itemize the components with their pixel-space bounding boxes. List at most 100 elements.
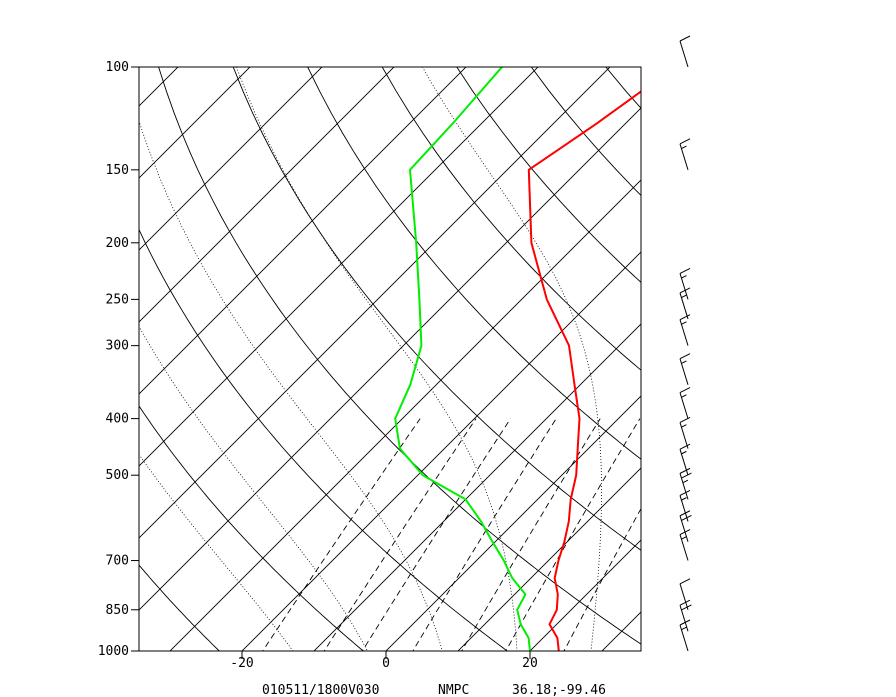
isotherm-line [313, 323, 641, 651]
wind-barb-half [681, 275, 687, 279]
wind-barb [679, 467, 692, 500]
wind-barb-full [679, 35, 691, 42]
wind-barb-full [679, 489, 691, 496]
wind-barb-half [681, 536, 687, 540]
pressure-tick-label: 500 [106, 468, 129, 483]
isotherm-line [139, 67, 611, 539]
wind-barb-half [681, 626, 687, 631]
dry-adiabat-line [605, 67, 641, 109]
wind-barb-full [679, 417, 691, 423]
isotherm-line [241, 251, 641, 651]
dry-adiabat-line [456, 67, 641, 283]
moist-adiabat-line [422, 67, 602, 651]
isotherm-line [169, 179, 641, 651]
isotherm-line [0, 54, 119, 663]
wind-barb [679, 443, 691, 476]
mixing-ratio-line [262, 418, 421, 651]
isotherm-line [385, 395, 641, 651]
isotherm-line [139, 67, 395, 323]
dry-adiabat-line [139, 405, 365, 651]
wind-barb-full [681, 472, 692, 479]
isotherm-line [457, 467, 641, 651]
mixing-ratio-line [361, 418, 511, 651]
wind-barb-full [679, 267, 691, 274]
wind-barb [679, 529, 691, 561]
dry-adiabat-line [307, 67, 641, 460]
pressure-tick-label: 100 [106, 60, 129, 75]
moist-adiabat-line [139, 119, 443, 651]
dry-adiabat-line [139, 228, 509, 651]
wind-barbs [679, 35, 692, 652]
isotherm-line [529, 539, 641, 651]
moist-adiabat-line [139, 325, 368, 651]
wind-barb-half [682, 479, 689, 484]
footer-location: 36.18;-99.46 [512, 683, 606, 697]
sounding-profiles [394, 67, 641, 651]
footer-valid-time: 010511/1800V030 [262, 683, 379, 697]
dewpoint-profile-line [394, 67, 531, 651]
mixing-ratio-line [412, 418, 557, 651]
wind-barb-half [681, 360, 687, 364]
wind-barb-full [679, 387, 691, 394]
wind-barb-half [681, 450, 687, 455]
wind-barb-half [681, 424, 687, 428]
isotherm-line [139, 67, 251, 179]
pressure-axis: 100 150 200 250 300 400 500 700 850 1000 [98, 60, 129, 659]
wind-barb [679, 619, 691, 652]
isotherm-line [139, 67, 323, 251]
wind-barb [679, 314, 691, 346]
pressure-tick-label: 850 [106, 603, 129, 618]
mixing-ratio-line [323, 418, 477, 651]
wind-barb-half [681, 497, 687, 501]
pressure-tick-label: 200 [106, 236, 129, 251]
wind-barb-full [679, 443, 691, 450]
wind-barb-half [681, 145, 687, 149]
wind-barb-full [679, 578, 691, 585]
dry-adiabat-line [530, 67, 641, 197]
wind-barb [679, 267, 691, 300]
wind-barb [679, 353, 691, 385]
isotherm-line [139, 67, 539, 467]
dry-adiabat-line [139, 564, 220, 651]
dry-adiabat-line [232, 67, 641, 551]
mixing-ratio-line [563, 507, 641, 651]
pressure-tick-label: 150 [106, 163, 129, 178]
wind-barb-half [681, 321, 687, 325]
mixing-ratio-line [461, 418, 601, 651]
isotherm-line [139, 67, 467, 395]
dry-adiabat-line [0, 67, 86, 663]
pressure-tick-label: 700 [106, 554, 129, 569]
pressure-tick-label: 400 [106, 412, 129, 427]
temperature-profile-line [527, 90, 641, 651]
temperature-tick-label: 20 [522, 656, 538, 671]
wind-barb-half [681, 294, 687, 299]
wind-barb-full [679, 314, 691, 321]
moist-adiabat-line [139, 453, 294, 651]
isotherm-line [601, 611, 641, 651]
wind-barb [679, 138, 691, 170]
temperature-tick-label: -20 [230, 656, 253, 671]
dry-adiabat-line [680, 67, 896, 663]
temperature-axis: -20 0 20 [230, 651, 538, 671]
dry-adiabat-line [381, 67, 641, 371]
wind-barb-half [681, 394, 687, 398]
footer-source: NMPC [438, 683, 469, 697]
wind-barb-full [681, 604, 692, 611]
wind-barb [679, 599, 692, 632]
pressure-tick-label: 250 [106, 292, 129, 307]
isotherm-line [139, 107, 641, 611]
wind-barb [679, 417, 691, 449]
pressure-tick-label: 1000 [98, 644, 129, 659]
wind-barb [679, 387, 691, 419]
wind-barb-full [679, 599, 691, 606]
plot-frame [138, 66, 642, 652]
wind-barb [679, 578, 691, 610]
wind-barb [679, 489, 691, 522]
wind-barb-full [679, 353, 691, 360]
pressure-tick-label: 300 [106, 339, 129, 354]
footer-info: 010511/1800V030 NMPC 36.18;-99.46 [262, 683, 606, 697]
thermo-grid [0, 54, 896, 663]
wind-barb-staff [679, 583, 689, 610]
wind-barb-full [679, 467, 691, 474]
